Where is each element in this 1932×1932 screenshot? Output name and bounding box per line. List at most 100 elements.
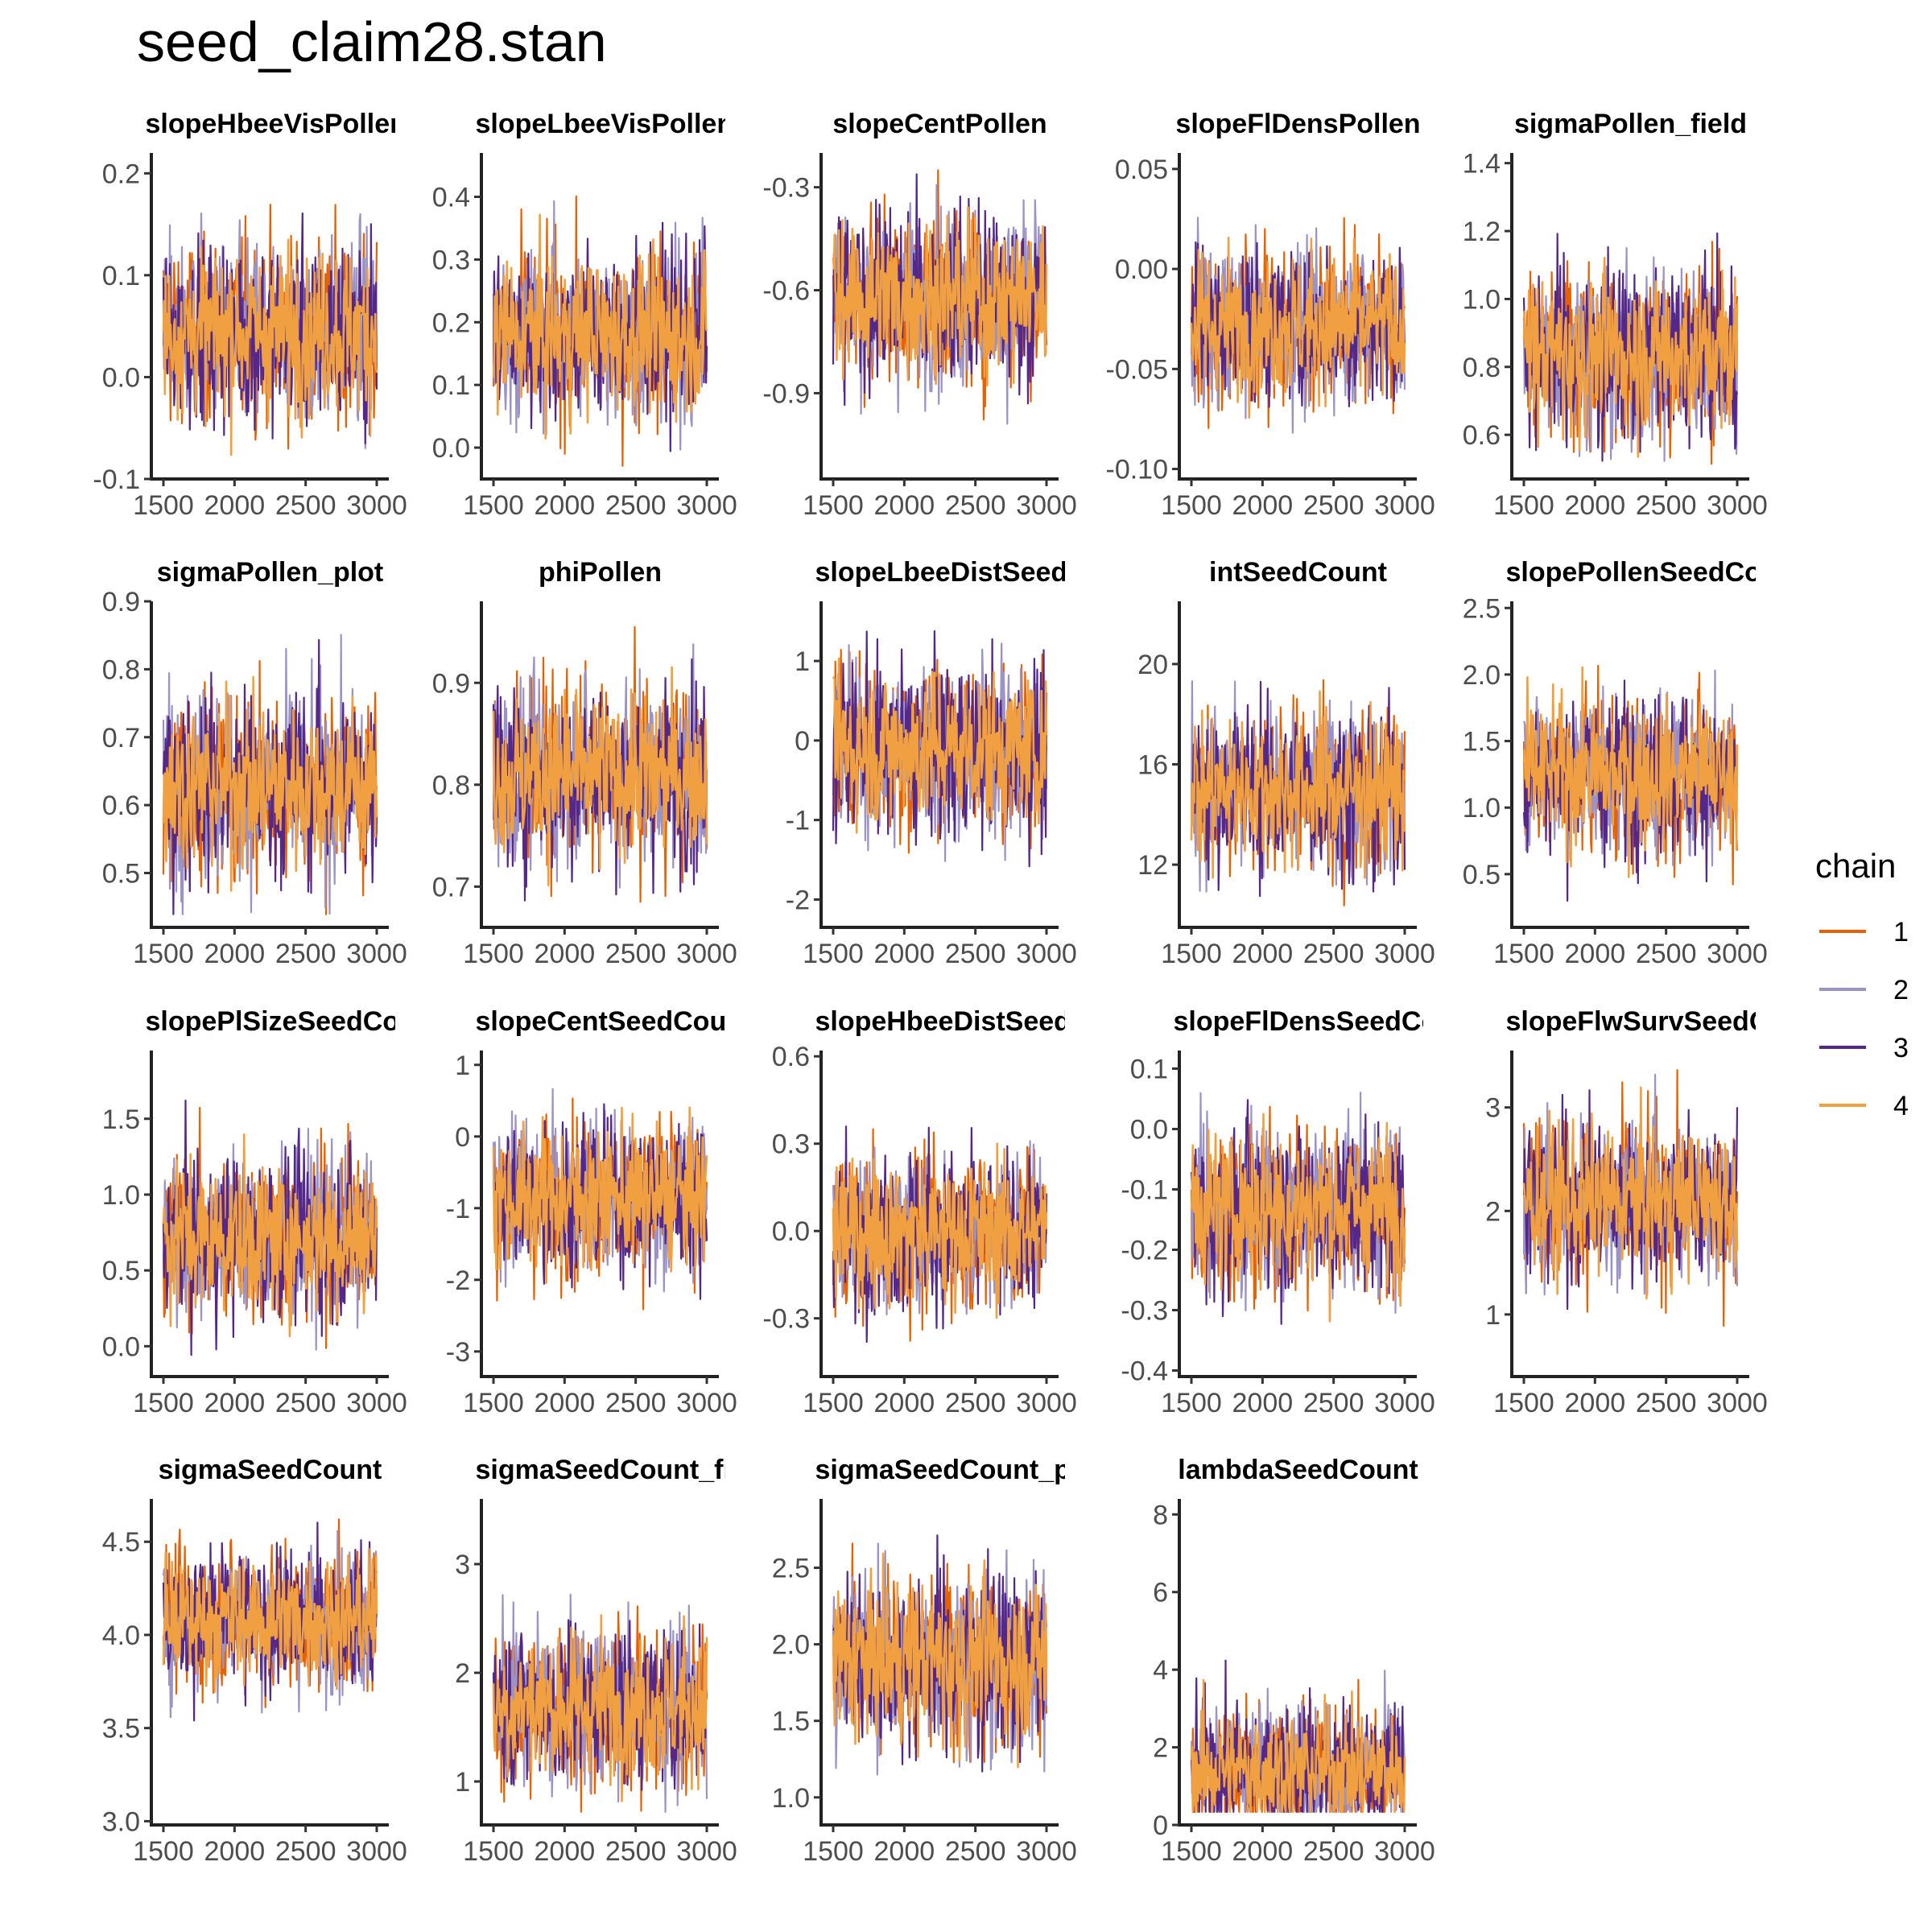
x-tick-label: 2500 (1636, 939, 1697, 969)
x-tick-label: 2000 (1232, 939, 1294, 969)
x-tick-label: 2500 (1636, 1388, 1697, 1418)
x-tick-label: 2500 (945, 490, 1006, 521)
y-tick-label: -0.6 (762, 276, 810, 307)
trace-panel: 0.7 0.8 0.9 1500 2000 2500 3000 (432, 601, 737, 969)
y-tick-label: 0.8 (102, 654, 140, 685)
panel-title: slopeLbeeVisPollen (475, 109, 725, 139)
legend-title: chain (1815, 847, 1896, 885)
x-tick-label: 3000 (1374, 939, 1435, 969)
y-tick-label: 0.5 (1463, 860, 1501, 890)
trace-panel: 0.5 0.6 0.7 0.8 0.9 1500 2000 2500 3000 (102, 587, 407, 969)
x-tick-label: 3000 (676, 1388, 737, 1418)
y-tick-label: 0.6 (772, 1042, 810, 1072)
y-tick-label: -3 (446, 1337, 470, 1368)
y-tick-label: 0.7 (432, 872, 470, 902)
y-tick-label: 0.0 (102, 362, 140, 393)
y-tick-label: 0.1 (102, 261, 140, 291)
y-tick-label: 1.5 (1463, 727, 1501, 758)
x-tick-label: 2500 (1303, 1836, 1364, 1867)
x-tick-label: 2500 (605, 490, 667, 521)
x-tick-label: 2500 (1303, 939, 1364, 969)
trace-chain-4 (492, 1106, 708, 1284)
x-tick-label: 1500 (803, 1388, 864, 1418)
panel-title: sigmaPollen_plot (156, 557, 384, 588)
x-tick-label: 3000 (1374, 490, 1435, 521)
y-tick-label: 1.5 (102, 1104, 140, 1135)
x-tick-label: 2000 (535, 939, 596, 969)
trace-chain-4 (162, 238, 378, 456)
legend: chain 1 2 3 4 (1815, 847, 1909, 1121)
x-tick-label: 1500 (463, 490, 524, 521)
y-tick-label: -1 (446, 1194, 470, 1224)
panel-title: slopeHbeeDistSeedCount (815, 1006, 1065, 1037)
trace-panel: 0.0 0.5 1.0 1.5 1500 2000 2500 3000 (102, 1051, 407, 1418)
x-tick-label: 3000 (346, 1388, 407, 1418)
x-tick-label: 2000 (874, 490, 935, 521)
trace-chain-4 (162, 1547, 378, 1693)
x-tick-label: 2500 (275, 939, 336, 969)
x-tick-label: 1500 (463, 1836, 524, 1867)
trace-chain-4 (1190, 236, 1406, 419)
trace-panel: 0.6 0.8 1.0 1.2 1.4 1500 2000 2500 3000 (1463, 149, 1768, 521)
x-tick-label: 2000 (204, 939, 266, 969)
x-tick-label: 3000 (346, 939, 407, 969)
x-tick-label: 2000 (535, 1388, 596, 1418)
y-tick-label: 0.8 (1463, 353, 1501, 383)
y-tick-label: 0.6 (1463, 420, 1501, 451)
x-tick-label: 1500 (463, 1388, 524, 1418)
panel-title: slopeLbeeDistSeedCount (815, 557, 1065, 588)
legend-label: 2 (1893, 975, 1909, 1005)
x-tick-label: 2000 (204, 1836, 266, 1867)
panel-title: sigmaSeedCount (158, 1455, 382, 1485)
x-tick-label: 1500 (1161, 1836, 1222, 1867)
trace-panel: -0.10 -0.05 0.00 0.05 1500 2000 2500 3000 (1106, 153, 1435, 521)
y-tick-label: 0.7 (102, 723, 140, 753)
x-tick-label: 3000 (1707, 1388, 1768, 1418)
y-tick-label: 0.3 (772, 1129, 810, 1160)
y-tick-label: 2.5 (1463, 593, 1501, 624)
x-tick-label: 1500 (1161, 490, 1222, 521)
x-tick-label: 3000 (1016, 490, 1077, 521)
trace-chain-4 (492, 1614, 708, 1802)
y-tick-label: 0.4 (432, 183, 470, 213)
x-tick-label: 2000 (1565, 1388, 1626, 1418)
x-tick-label: 3000 (676, 490, 737, 521)
x-tick-label: 2500 (605, 1836, 667, 1867)
trace-chain-4 (832, 657, 1048, 834)
trace-panel: 0.0 0.1 0.2 0.3 0.4 1500 2000 2500 3000 (432, 153, 737, 521)
x-tick-label: 2500 (1636, 490, 1697, 521)
x-tick-label: 2500 (1303, 490, 1364, 521)
trace-chain-3 (1190, 1659, 1406, 1813)
x-tick-label: 2500 (275, 1836, 336, 1867)
panel-title: slopeFlDensPollen (1175, 109, 1421, 139)
x-tick-label: 3000 (676, 939, 737, 969)
y-tick-label: 0.0 (432, 433, 470, 464)
y-tick-label: 0.0 (1130, 1115, 1168, 1146)
trace-chain-4 (832, 1142, 1048, 1319)
x-tick-label: 3000 (1016, 1388, 1077, 1418)
x-tick-label: 2000 (204, 1388, 266, 1418)
y-tick-label: -0.10 (1106, 455, 1169, 485)
x-tick-label: 2000 (1565, 490, 1626, 521)
trace-chain-4 (492, 666, 708, 886)
trace-panel: 0.5 1.0 1.5 2.0 2.5 1500 2000 2500 3000 (1463, 593, 1768, 969)
x-tick-label: 1500 (803, 939, 864, 969)
y-tick-label: 2.5 (772, 1554, 810, 1584)
y-tick-label: 1.2 (1463, 217, 1501, 247)
x-tick-label: 1500 (803, 1836, 864, 1867)
x-tick-label: 1500 (133, 1388, 194, 1418)
trace-chain-4 (832, 206, 1048, 387)
y-tick-label: 0.5 (102, 859, 140, 890)
trace-chain-4 (1190, 690, 1406, 879)
panel-title: sigmaSeedCount_plot (815, 1455, 1065, 1485)
panel-title: lambdaSeedCount (1178, 1455, 1418, 1485)
panel-title: slopeFlwSurvSeedCount (1505, 1006, 1756, 1037)
y-tick-label: 1.0 (102, 1180, 140, 1211)
chart-title: seed_claim28.stan (137, 10, 607, 73)
x-tick-label: 2500 (1303, 1388, 1364, 1418)
y-tick-label: 0.00 (1115, 254, 1168, 285)
y-tick-label: 0.1 (1130, 1055, 1168, 1085)
trace-chain-4 (162, 1133, 378, 1338)
panel-title: slopeFlDensSeedCount (1173, 1006, 1423, 1037)
x-tick-label: 1500 (463, 939, 524, 969)
